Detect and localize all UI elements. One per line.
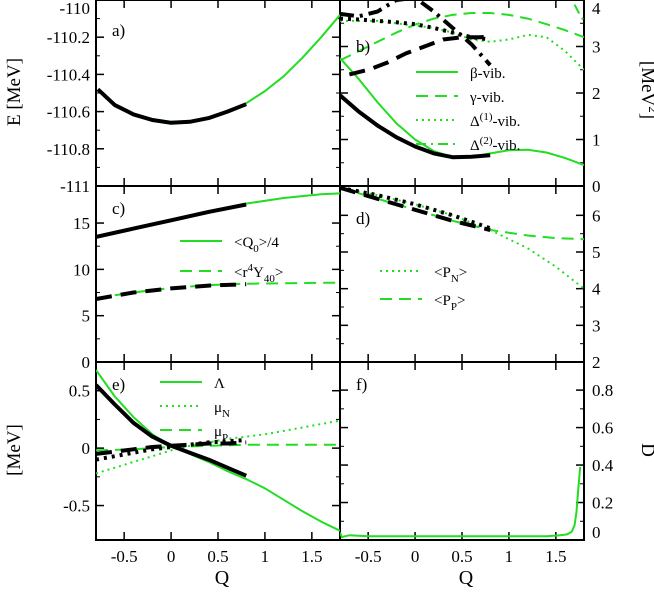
legend-label: γ-vib. (469, 90, 505, 106)
x-axis-label-right: Q (459, 567, 474, 589)
series-line-green-solid (97, 14, 340, 123)
legend-label: <PN> (434, 265, 467, 285)
legend-label: <Q0>/4 (234, 235, 279, 255)
y-axis-label-energy: E [MeV] (4, 58, 25, 126)
panel-6-curves (340, 466, 582, 539)
x-tick-label: 0 (167, 547, 176, 566)
panel-label-d: d) (356, 209, 370, 228)
x-axis-label-left: Q (215, 567, 230, 589)
x-tick-label: 1 (261, 547, 270, 566)
series-line-black-solid (96, 202, 247, 239)
y-tick-label: 2 (592, 84, 601, 103)
series-line-black-dashed (96, 282, 247, 301)
x-tick-label: -0.5 (355, 547, 382, 566)
y-tick-label: 4 (592, 280, 601, 299)
panel-2-curves (340, 0, 584, 167)
y-tick-label: 0.5 (69, 382, 90, 401)
series-line-green-dashed (340, 12, 584, 62)
legend-label: <r4Y40> (234, 262, 283, 285)
y-tick-label: -110.6 (47, 103, 90, 122)
y-tick-label: -111 (60, 177, 90, 196)
series-line-black-solid (340, 93, 491, 160)
y-axis-label-d: D (637, 443, 654, 457)
panel-3-curves (96, 192, 340, 301)
panel-label-b: b) (356, 37, 370, 56)
panel-label-c: c) (112, 199, 125, 218)
series-line-black-dotted (96, 438, 247, 462)
series-line-green-solid (340, 466, 582, 539)
x-tick-label: 0.5 (451, 547, 472, 566)
series-line-black-dotted (340, 16, 491, 42)
panel-label-e: e) (112, 375, 125, 394)
y-tick-label: 0.8 (592, 381, 613, 400)
x-tick-label: 1.5 (301, 547, 322, 566)
panel-1-curves (96, 14, 340, 125)
y-tick-label: -110.4 (47, 65, 91, 84)
legend-label: β-vib. (470, 66, 506, 82)
y-tick-label: 0.4 (592, 456, 614, 475)
series-line-green-dashed (96, 281, 340, 300)
y-tick-label: 0 (592, 523, 601, 542)
series-line-black-dotted (340, 186, 491, 231)
x-tick-label: 0.5 (207, 547, 228, 566)
legend-label: μN (214, 400, 230, 420)
y-tick-label: 0.2 (592, 494, 613, 513)
y-tick-label: 2 (592, 353, 601, 372)
legend-label: <PP> (434, 293, 465, 313)
panel-label-f: f) (356, 375, 367, 394)
series-line-black-solid (96, 87, 247, 125)
x-tick-label: 0 (411, 547, 420, 566)
panel-4-curves (340, 186, 584, 290)
x-tick-label: 1.5 (545, 547, 566, 566)
x-tick-label: -0.5 (111, 547, 138, 566)
y-tick-label: 3 (592, 316, 601, 335)
y-tick-label: 3 (592, 38, 601, 57)
series-line-green-dotted (340, 19, 584, 71)
y-tick-label: -0.5 (63, 497, 90, 516)
y-tick-label: 5 (592, 243, 601, 262)
y-tick-label: -110 (59, 0, 90, 18)
series-line-black-dashed (340, 186, 491, 232)
legend-label: Δ(1)-vib. (470, 111, 520, 130)
y-tick-label: 15 (73, 214, 90, 233)
x-tick-label: 1 (505, 547, 514, 566)
y-tick-label: 4 (592, 0, 601, 18)
legend-label: μP (214, 424, 228, 444)
y-tick-label: -110.2 (47, 28, 90, 47)
series-line-green-dotted (96, 419, 340, 475)
legend-label: Λ (214, 376, 225, 392)
series-line-green-dashed (96, 443, 340, 452)
y-tick-label: 0.6 (592, 419, 613, 438)
y-tick-label: 0 (82, 439, 91, 458)
y-tick-label: 1 (592, 131, 601, 150)
panel-label-a: a) (112, 21, 125, 40)
y-tick-label: 0 (82, 353, 91, 372)
series-line-green-dashdot (573, 4, 584, 22)
y-tick-label: 6 (592, 206, 601, 225)
y-tick-label: 0 (592, 177, 601, 196)
y-tick-label: 5 (82, 307, 91, 326)
legend-label: Δ(2)-vib. (470, 135, 520, 154)
panel-5-curves (96, 369, 340, 532)
series-line-green-solid (340, 57, 584, 167)
y-axis-label-mev: [MeV] (4, 424, 25, 476)
y-axis-label-mev2: [MeV2] (637, 61, 654, 119)
y-tick-label: 10 (73, 260, 90, 279)
y-tick-label: -110.8 (47, 140, 90, 159)
series-line-green-solid (96, 369, 340, 532)
series-line-black-dashed (96, 440, 247, 456)
